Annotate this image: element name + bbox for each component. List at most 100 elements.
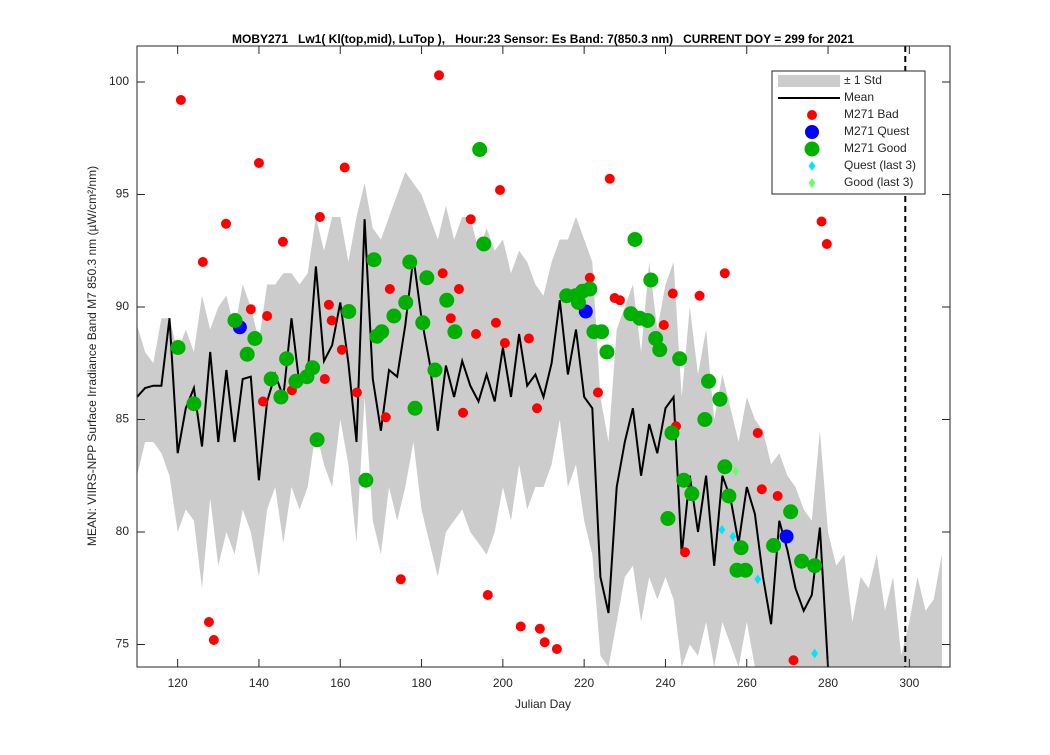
y-tick-label: 100 xyxy=(109,74,129,88)
circle-marker xyxy=(604,173,615,184)
diamond-marker xyxy=(811,648,819,659)
circle-marker xyxy=(672,351,688,367)
circle-marker xyxy=(660,511,676,526)
legend-box xyxy=(771,70,926,195)
legend-swatch xyxy=(778,75,840,87)
circle-marker xyxy=(627,232,643,247)
plot-layer xyxy=(137,46,942,667)
circle-marker xyxy=(821,239,832,249)
x-tick-label: 240 xyxy=(655,676,675,690)
circle-marker xyxy=(472,142,488,157)
x-axis-label: Julian Day xyxy=(515,697,571,711)
circle-marker xyxy=(807,110,817,120)
circle-marker xyxy=(794,553,810,569)
legend-label: M271 Bad xyxy=(844,107,899,121)
legend-label: Mean xyxy=(844,90,874,104)
circle-marker xyxy=(208,635,219,645)
legend-label: M271 Quest xyxy=(844,124,910,138)
circle-marker xyxy=(277,236,288,247)
circle-marker xyxy=(351,387,362,398)
circle-marker xyxy=(733,540,749,556)
circle-marker xyxy=(679,547,690,558)
circle-marker xyxy=(766,538,782,553)
circle-marker xyxy=(445,313,456,324)
x-tick-label: 260 xyxy=(737,676,757,690)
circle-marker xyxy=(273,389,289,405)
circle-marker xyxy=(427,362,443,378)
circle-marker xyxy=(434,70,445,81)
circle-marker xyxy=(407,400,423,416)
circle-marker xyxy=(658,320,669,330)
circle-marker xyxy=(239,346,255,362)
circle-marker xyxy=(471,329,482,339)
x-tick-label: 120 xyxy=(168,676,188,690)
diamond-marker xyxy=(808,161,816,171)
circle-marker xyxy=(319,374,330,384)
circle-marker xyxy=(582,281,598,297)
circle-marker xyxy=(805,125,819,139)
circle-marker xyxy=(788,655,799,666)
circle-marker xyxy=(305,360,321,376)
x-tick-label: 180 xyxy=(412,676,432,690)
circle-marker xyxy=(783,504,799,520)
y-tick-label: 95 xyxy=(116,187,130,201)
circle-marker xyxy=(336,344,347,355)
circle-marker xyxy=(309,432,325,448)
circle-marker xyxy=(384,284,395,294)
y-tick-label: 85 xyxy=(116,412,130,426)
y-axis-label: MEAN: VIIRS-NPP Surface Irradiance Band … xyxy=(85,166,99,546)
circle-marker xyxy=(599,344,615,360)
circle-marker xyxy=(717,459,733,475)
circle-marker xyxy=(676,472,692,488)
circle-marker xyxy=(719,268,730,279)
circle-marker xyxy=(439,292,455,308)
circle-marker xyxy=(398,295,414,310)
y-tick-label: 90 xyxy=(116,299,130,313)
circle-marker xyxy=(458,407,469,418)
diamond-marker xyxy=(808,178,816,188)
circle-marker xyxy=(395,574,406,585)
axes-box xyxy=(136,45,951,668)
circle-marker xyxy=(197,257,208,267)
circle-marker xyxy=(614,295,625,306)
circle-marker xyxy=(476,236,492,252)
circle-marker xyxy=(415,315,431,331)
circle-marker xyxy=(366,252,382,268)
circle-marker xyxy=(701,373,717,389)
circle-marker xyxy=(374,324,390,340)
circle-marker xyxy=(339,162,350,173)
circle-marker xyxy=(684,486,700,502)
circle-marker xyxy=(664,425,680,441)
circle-marker xyxy=(594,324,610,340)
circle-marker xyxy=(186,396,202,412)
circle-marker xyxy=(712,391,728,407)
circle-marker xyxy=(279,351,295,367)
circle-marker xyxy=(752,428,763,438)
diamond-marker xyxy=(729,531,737,542)
x-tick-label: 200 xyxy=(493,676,513,690)
circle-marker xyxy=(652,342,668,358)
circle-marker xyxy=(262,311,273,321)
circle-marker xyxy=(247,331,263,346)
circle-marker xyxy=(221,218,232,229)
legend: ± 1 Std Mean M271 Bad M271 Quest M271 Good Qu… xyxy=(771,70,926,195)
circle-marker xyxy=(551,644,562,654)
circle-marker xyxy=(447,324,463,340)
circle-marker xyxy=(203,617,214,627)
diamond-marker xyxy=(732,466,740,477)
circle-marker xyxy=(640,313,656,328)
circle-marker xyxy=(515,621,526,632)
circle-marker xyxy=(258,396,269,407)
circle-marker xyxy=(721,488,737,504)
circle-marker xyxy=(380,412,391,423)
circle-marker xyxy=(592,387,603,398)
circle-marker xyxy=(175,95,186,105)
x-tick-label: 220 xyxy=(574,676,594,690)
circle-marker xyxy=(523,333,534,344)
legend-label: ± 1 Std xyxy=(844,73,882,87)
circle-marker xyxy=(386,308,402,324)
y-tick-label: 80 xyxy=(116,524,130,538)
circle-marker xyxy=(419,270,435,286)
circle-marker xyxy=(495,185,506,195)
